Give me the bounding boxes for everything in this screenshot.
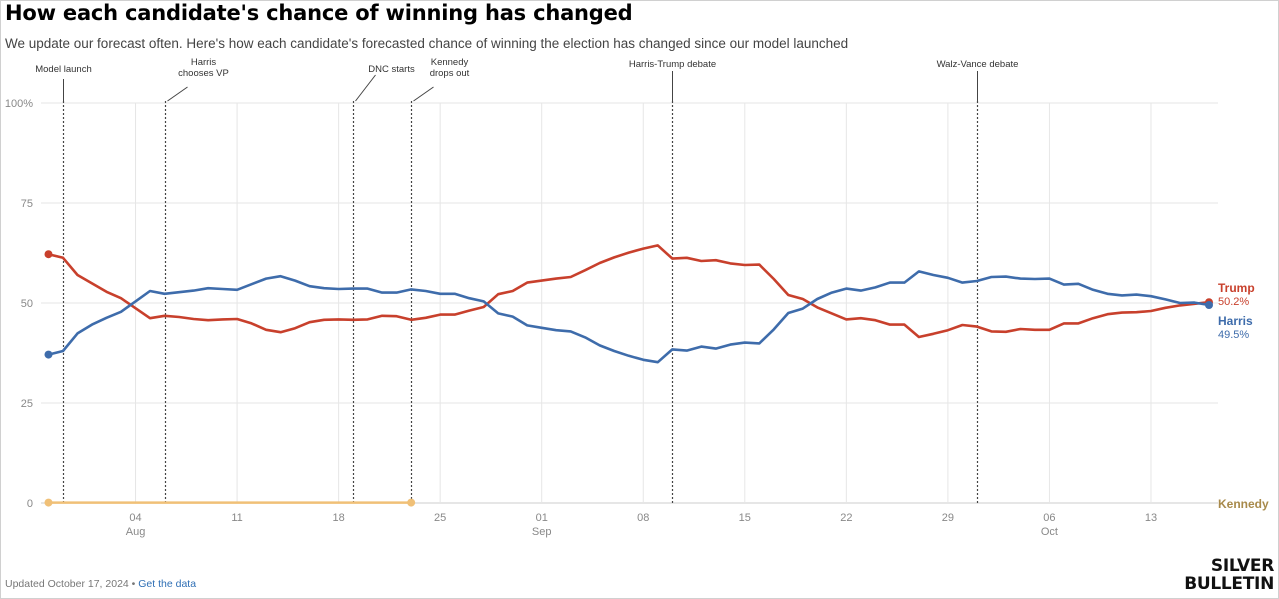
series-start-point-kennedy [44, 498, 53, 507]
series-start-point-trump [44, 250, 53, 259]
x-tick-label: 08 [637, 512, 649, 524]
logo-line-2: BULLETIN [1184, 574, 1274, 594]
x-tick-label: 04 [129, 512, 141, 524]
event-label: Harris [191, 57, 217, 68]
event-label: Harris-Trump debate [629, 59, 716, 70]
series-value-label: 49.5% [1218, 329, 1249, 341]
x-tick-label: 18 [333, 512, 345, 524]
x-month-label: Aug [126, 526, 146, 538]
axes: 100% 75 50 25 0 04 Aug 11 18 25 01 Sep 08 15 22 29 06 Oct… [5, 98, 1157, 538]
event-connector [355, 74, 376, 102]
get-data-link[interactable]: Get the data [138, 578, 197, 590]
x-tick-label: 06 [1043, 512, 1055, 524]
event-label: Model launch [35, 64, 92, 75]
updated-text: Updated October 17, 2024 • [5, 578, 139, 590]
event-label: chooses VP [178, 68, 229, 79]
series-end-point-kennedy [407, 498, 416, 507]
grid [41, 102, 1218, 504]
event-label: drops out [430, 68, 470, 79]
x-tick-label: 29 [942, 512, 954, 524]
series-end-point-harris [1205, 301, 1213, 309]
y-tick-label: 0 [27, 498, 33, 510]
series-line-harris [47, 270, 1211, 364]
x-month-label: Oct [1041, 526, 1058, 538]
y-tick-label: 50 [21, 298, 33, 310]
logo-line-1: SILVER [1210, 556, 1274, 576]
x-tick-label: 13 [1145, 512, 1157, 524]
series-lines [44, 244, 1213, 507]
x-tick-label: 01 [536, 512, 548, 524]
footer: Updated October 17, 2024 • Get the data [5, 578, 196, 590]
series-value-label: 50.2% [1218, 296, 1249, 308]
event-label: Kennedy [431, 57, 469, 68]
x-tick-label: 25 [434, 512, 446, 524]
series-name-label: Kennedy [1218, 497, 1269, 511]
series-line-trump [47, 244, 1211, 339]
x-tick-label: 22 [840, 512, 852, 524]
event-connector [167, 86, 188, 102]
event-label: Walz-Vance debate [937, 59, 1019, 70]
x-tick-label: 15 [739, 512, 751, 524]
page-subtitle: We update our forecast often. Here's how… [5, 36, 849, 51]
silver-bulletin-logo: SILVER BULLETIN [1184, 557, 1274, 593]
series-name-label: Harris [1218, 314, 1253, 328]
event-connector [413, 86, 434, 102]
series-name-label: Trump [1218, 281, 1255, 295]
y-tick-label: 25 [21, 398, 33, 410]
x-month-label: Sep [532, 526, 552, 538]
series-start-point-harris [44, 350, 53, 359]
event-label: DNC starts [368, 64, 415, 75]
y-tick-label: 75 [21, 198, 33, 210]
y-tick-label: 100% [5, 98, 33, 110]
x-tick-label: 11 [231, 512, 242, 524]
page-title: How each candidate's chance of winning h… [5, 1, 633, 25]
